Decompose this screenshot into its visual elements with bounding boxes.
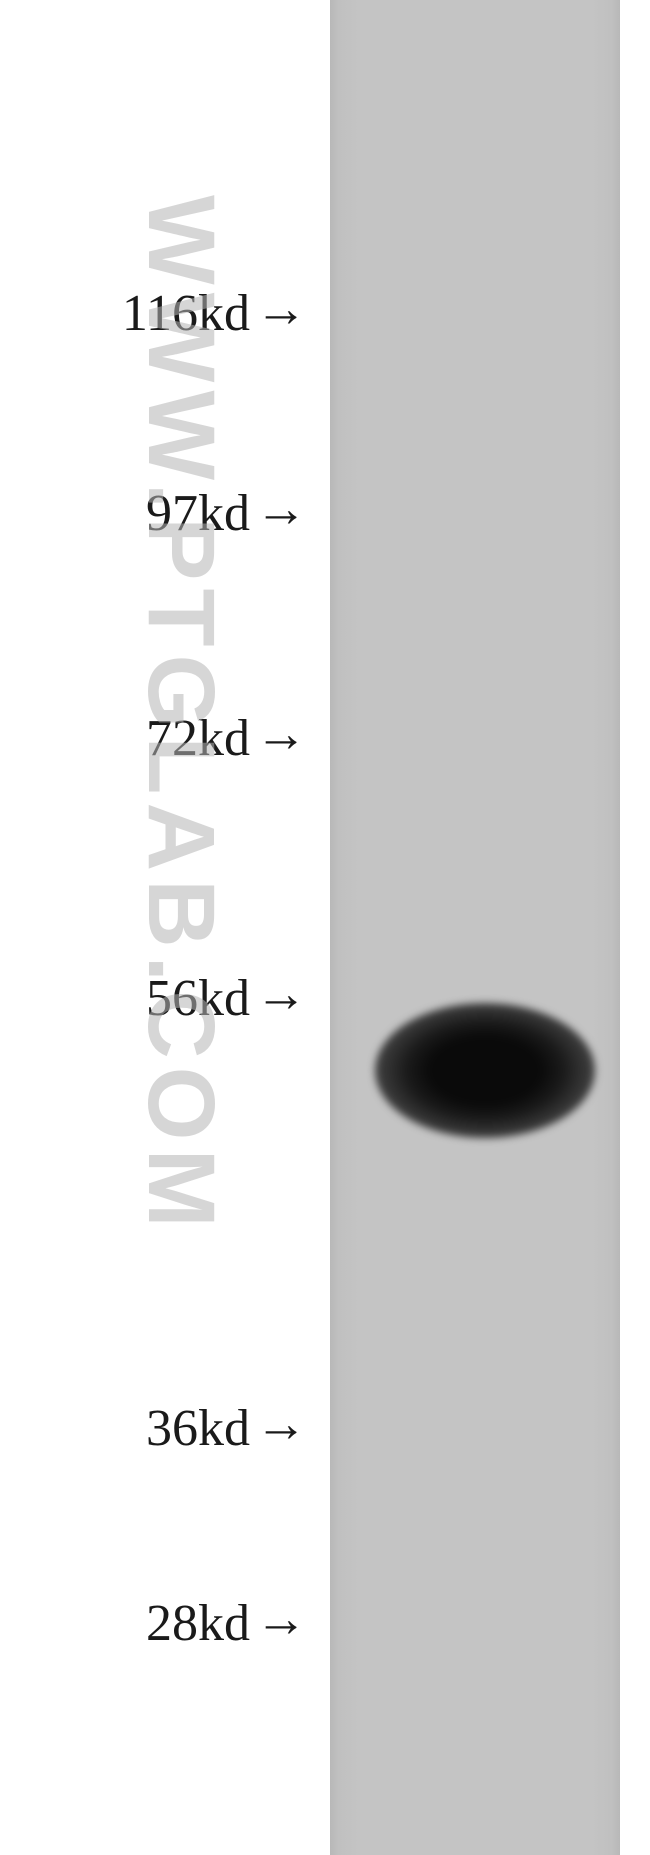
watermark-text: WWW.PTGLAB.COM: [126, 195, 235, 1236]
arrow-icon: →: [255, 1590, 307, 1649]
arrow-icon: →: [255, 280, 307, 339]
western-blot-figure: WWW.PTGLAB.COM 116kd→97kd→72kd→56kd→36kd…: [0, 0, 650, 1855]
arrow-icon: →: [255, 965, 307, 1024]
marker-label: 28kd: [146, 1594, 250, 1653]
arrow-icon: →: [255, 1395, 307, 1454]
arrow-icon: →: [255, 480, 307, 539]
blot-lane: [330, 0, 620, 1855]
marker-label: 36kd: [146, 1399, 250, 1458]
arrow-icon: →: [255, 705, 307, 764]
blot-band: [375, 1003, 595, 1138]
